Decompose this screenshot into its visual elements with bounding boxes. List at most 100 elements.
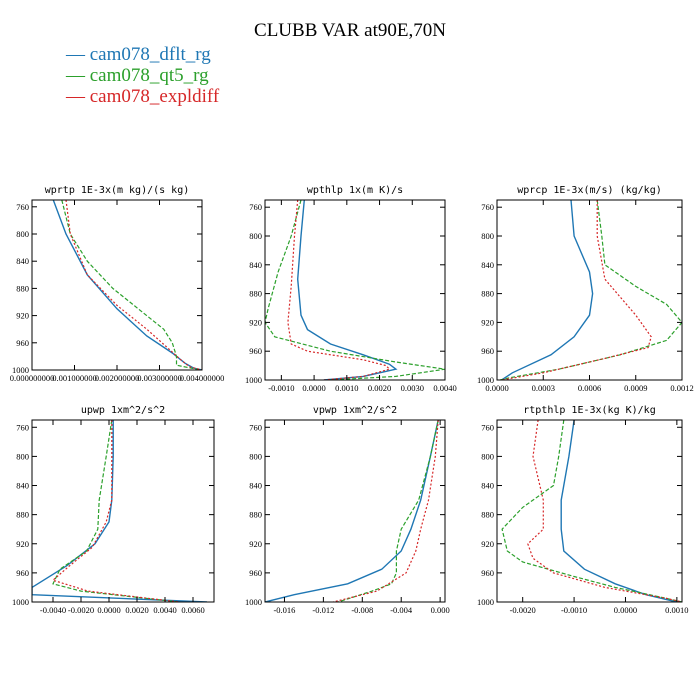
x-tick-label: 0.0000	[614, 605, 637, 615]
series-line-cam078_qt5_rg	[501, 420, 682, 602]
y-tick-label: 800	[16, 451, 29, 461]
series-line-cam078_expldiff	[501, 200, 652, 380]
series-line-cam078_dflt_rg	[560, 420, 678, 602]
x-tick-label: 0.004000000	[180, 373, 225, 383]
y-tick-label: 920	[16, 311, 29, 321]
y-tick-label: 840	[481, 481, 494, 491]
y-tick-label: 920	[249, 539, 262, 549]
x-tick-label: -0.004	[390, 605, 413, 615]
x-tick-label: 0.003000000	[137, 373, 182, 383]
plot-frame	[31, 199, 203, 371]
panel-title: wprtp 1E-3x(m kg)/(s kg)	[45, 185, 190, 196]
y-tick-label: 880	[249, 289, 262, 299]
y-tick-label: 840	[16, 481, 29, 491]
x-tick-label: 0.0040	[433, 383, 456, 393]
y-tick-label: 880	[16, 283, 29, 293]
series-line-cam078_expldiff	[332, 420, 439, 602]
chart-panel-4: vpwp 1xm^2/s^2 760 800 840 880 920 960 1000 -0.0…	[245, 405, 450, 615]
x-tick-label: 0.0000	[302, 383, 325, 393]
legend-label: cam078_expldiff	[89, 86, 220, 107]
x-tick-label: -0.0020	[510, 605, 536, 615]
series-line-cam078_qt5_rg	[499, 200, 682, 380]
y-tick-label: 880	[481, 510, 494, 520]
series-line-cam078_dflt_rg	[52, 200, 202, 370]
chart-panel-1: wpthlp 1x(m K)/s 760 800 840 880 920 960 1000 -0…	[245, 185, 457, 393]
y-tick-label: 760	[481, 422, 494, 432]
chart-panel-3: upwp 1xm^2/s^2 760 800 840 880 920 960 1000 -0.0…	[12, 405, 215, 615]
y-tick-label: 840	[481, 260, 494, 270]
plot-frame	[496, 419, 683, 603]
legend-marker: —	[66, 86, 85, 107]
x-tick-label: -0.008	[351, 605, 373, 615]
y-tick-label: 760	[16, 422, 29, 432]
x-tick-label: -0.0040	[40, 605, 66, 615]
panel-title: wpthlp 1x(m K)/s	[307, 185, 403, 196]
y-tick-label: 920	[481, 539, 494, 549]
panel-title: vpwp 1xm^2/s^2	[313, 405, 397, 416]
legend-item-qt5: — cam078_qt5_rg	[66, 65, 209, 87]
x-tick-label: -0.012	[312, 605, 334, 615]
plot-frame	[264, 419, 446, 603]
y-tick-label: 760	[16, 202, 29, 212]
x-tick-label: 0.0000	[97, 605, 120, 615]
y-tick-label: 760	[249, 422, 262, 432]
y-tick-label: 960	[249, 346, 262, 356]
series-line-cam078_qt5_rg	[265, 200, 445, 380]
panel-title: rtpthlp 1E-3x(kg K)/kg	[523, 405, 655, 416]
series-line-cam078_expldiff	[65, 200, 202, 370]
x-tick-label: 0.0009	[624, 383, 647, 393]
y-tick-label: 800	[481, 451, 494, 461]
plot-frame	[264, 199, 446, 381]
panel-title: wprcp 1E-3x(m/s) (kg/kg)	[517, 185, 662, 196]
legend-marker: —	[66, 44, 85, 65]
x-tick-label: 0.0040	[153, 605, 176, 615]
y-tick-label: 800	[249, 231, 262, 241]
y-tick-label: 960	[249, 568, 262, 578]
plot-frame	[496, 199, 683, 381]
y-tick-label: 800	[249, 451, 262, 461]
y-tick-label: 800	[481, 231, 494, 241]
legend-item-dflt: — cam078_dflt_rg	[66, 44, 211, 66]
x-tick-label: -0.0020	[68, 605, 94, 615]
x-tick-label: 0.0012	[670, 383, 693, 393]
series-line-cam078_expldiff	[527, 420, 682, 602]
x-tick-label: -0.0010	[561, 605, 587, 615]
y-tick-label: 920	[16, 539, 29, 549]
y-tick-label: 920	[481, 317, 494, 327]
x-tick-label: 0.000	[431, 605, 450, 615]
series-line-cam078_dflt_rg	[32, 420, 208, 602]
x-tick-label: 0.0010	[335, 383, 358, 393]
y-tick-label: 760	[249, 202, 262, 212]
y-tick-label: 840	[16, 256, 29, 266]
x-tick-label: 0.0010	[665, 605, 688, 615]
x-tick-label: 0.0060	[181, 605, 204, 615]
x-tick-label: 0.000000000	[10, 373, 55, 383]
y-tick-label: 840	[249, 481, 262, 491]
y-tick-label: 760	[481, 202, 494, 212]
series-line-cam078_expldiff	[51, 420, 180, 602]
y-tick-label: 960	[16, 568, 29, 578]
legend-item-expldiff: — cam078_expldiff	[66, 86, 219, 108]
y-tick-label: 1000	[477, 597, 494, 607]
x-tick-label: 0.0006	[578, 383, 601, 393]
y-tick-label: 960	[16, 338, 29, 348]
y-tick-label: 920	[249, 317, 262, 327]
series-line-cam078_qt5_rg	[337, 420, 439, 602]
y-tick-label: 880	[16, 510, 29, 520]
y-tick-label: 800	[16, 229, 29, 239]
x-tick-label: 0.001000000	[52, 373, 97, 383]
legend-label: cam078_qt5_rg	[89, 65, 209, 86]
y-tick-label: 880	[481, 289, 494, 299]
legend-marker: —	[66, 65, 85, 86]
y-tick-label: 1000	[245, 597, 262, 607]
figure-title: CLUBB VAR at90E,70N	[254, 20, 446, 41]
y-tick-label: 960	[481, 346, 494, 356]
y-tick-label: 1000	[245, 375, 262, 385]
series-line-cam078_dflt_rg	[296, 200, 398, 380]
x-tick-label: 0.0030	[401, 383, 424, 393]
x-tick-label: -0.0010	[268, 383, 294, 393]
series-line-cam078_expldiff	[287, 200, 391, 380]
y-tick-label: 840	[249, 260, 262, 270]
x-tick-label: 0.0000	[485, 383, 508, 393]
